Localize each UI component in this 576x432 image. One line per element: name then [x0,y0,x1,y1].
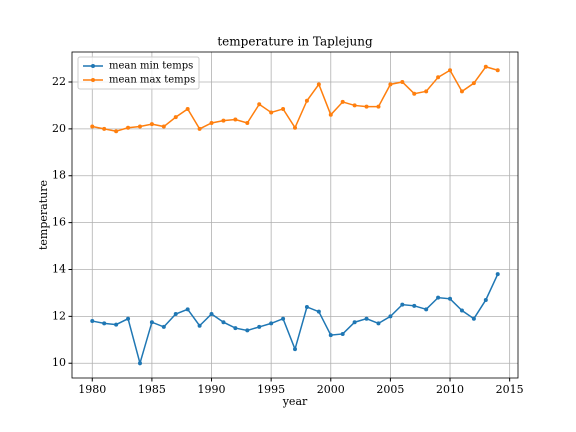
data-point [269,321,274,326]
data-point [328,333,333,338]
data-point [137,124,142,129]
data-point [340,331,345,336]
x-tick-label: 1995 [257,383,285,396]
data-point [304,304,309,309]
x-tick-label: 1980 [78,383,106,396]
data-point [436,295,441,300]
data-point [90,124,95,129]
data-point [459,308,464,313]
data-point [495,68,500,73]
data-point [495,272,500,277]
x-tick-label: 2010 [436,383,464,396]
data-point [376,321,381,326]
data-point [233,117,238,122]
chart-title: temperature in Taplejung [217,35,373,49]
data-point [448,68,453,73]
data-point [424,307,429,312]
data-point [316,309,321,314]
data-point [304,98,309,103]
data-point [424,89,429,94]
data-point [90,319,95,324]
y-tick-label: 16 [52,216,66,229]
data-point [173,115,178,120]
legend-marker [91,64,95,68]
data-point [126,125,131,130]
data-point [352,103,357,108]
data-point [245,121,250,126]
y-tick-label: 18 [52,169,66,182]
data-point [197,323,202,328]
data-point [388,314,393,319]
data-point [221,118,226,123]
data-point [221,320,226,325]
data-point [209,312,214,317]
data-point [352,320,357,325]
data-point [114,322,119,327]
data-point [340,99,345,104]
x-tick-label: 2000 [317,383,345,396]
y-axis-label: temperature [37,180,50,250]
data-point [102,321,107,326]
data-point [448,296,453,301]
data-point [388,82,393,87]
data-point [185,307,190,312]
data-point [149,320,154,325]
data-point [269,110,274,115]
legend-marker [91,78,95,82]
data-point [149,122,154,127]
data-point [400,79,405,84]
data-point [436,75,441,80]
x-tick-label: 1985 [138,383,166,396]
data-point [364,104,369,109]
data-point [281,316,286,321]
data-point [412,91,417,96]
data-point [257,324,262,329]
x-tick-label: 1990 [198,383,226,396]
data-point [459,89,464,94]
data-point [137,361,142,366]
plot-frame [71,51,519,379]
data-point [483,64,488,69]
data-point [126,316,131,321]
x-axis-label: year [282,395,308,408]
data-point [161,124,166,129]
data-point [364,316,369,321]
data-point [376,104,381,109]
y-tick-label: 10 [52,356,66,369]
y-tick-label: 20 [52,122,66,135]
data-point [209,121,214,126]
data-point [233,326,238,331]
data-point [400,302,405,307]
data-point [412,303,417,308]
data-point [471,81,476,86]
data-point [328,112,333,117]
data-point [293,125,297,130]
data-point [114,129,119,134]
legend-label: mean min temps [109,61,193,72]
data-point [483,297,488,302]
y-tick-label: 12 [52,309,66,322]
data-point [257,102,262,107]
x-tick-label: 2005 [376,383,404,396]
data-point [245,328,250,333]
x-tick-label: 2015 [496,383,524,396]
data-point [316,82,321,87]
data-point [161,324,166,329]
data-point [102,126,107,131]
data-point [293,347,297,352]
y-tick-label: 22 [52,75,66,88]
y-tick-label: 14 [52,262,66,275]
data-point [185,106,190,111]
data-point [471,316,476,321]
data-point [281,106,286,111]
legend-box [77,56,200,90]
data-point [197,126,202,131]
data-point [173,312,178,317]
legend-label: mean max temps [109,75,195,86]
